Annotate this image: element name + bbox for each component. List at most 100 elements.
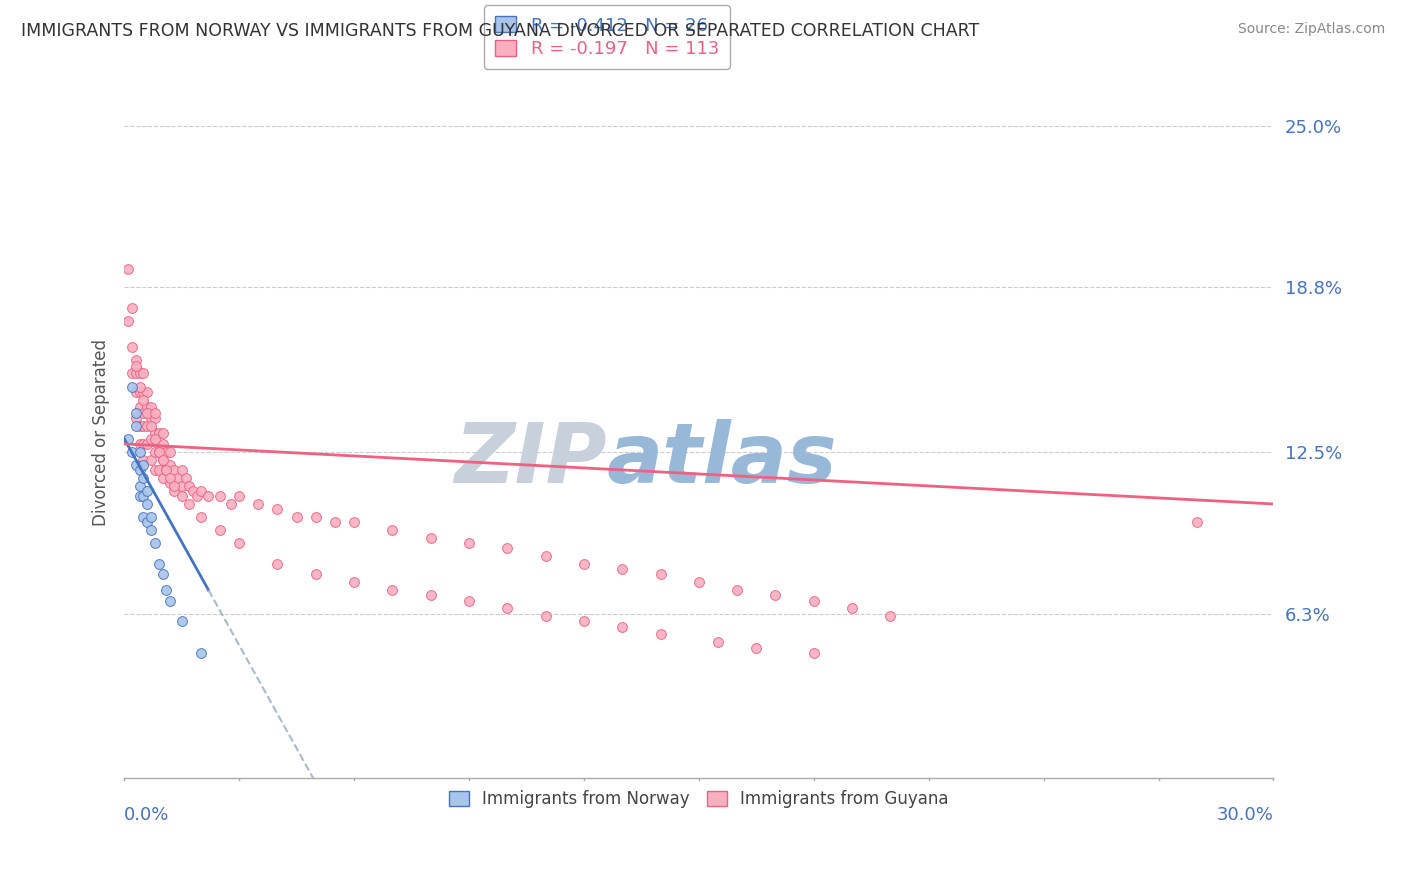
Point: [419, 531, 441, 545]
Point: [803, 593, 825, 607]
Point: [266, 502, 288, 516]
Point: [128, 379, 150, 393]
Point: [132, 458, 155, 472]
Point: [159, 444, 181, 458]
Point: [612, 562, 634, 576]
Point: [228, 489, 250, 503]
Point: [121, 367, 143, 381]
Point: [121, 444, 143, 458]
Point: [132, 471, 155, 485]
Point: [458, 536, 481, 550]
Point: [132, 418, 155, 433]
Point: [650, 627, 672, 641]
Point: [152, 471, 174, 485]
Point: [458, 593, 481, 607]
Point: [152, 426, 174, 441]
Point: [155, 463, 177, 477]
Y-axis label: Divorced or Separated: Divorced or Separated: [93, 339, 110, 525]
Point: [125, 458, 148, 472]
Point: [125, 359, 148, 373]
Point: [534, 609, 557, 624]
Point: [136, 483, 159, 498]
Point: [496, 601, 519, 615]
Point: [197, 489, 219, 503]
Point: [155, 463, 177, 477]
Point: [155, 444, 177, 458]
Point: [132, 384, 155, 399]
Point: [170, 615, 193, 629]
Point: [148, 426, 170, 441]
Point: [343, 515, 366, 529]
Point: [125, 367, 148, 381]
Text: Source: ZipAtlas.com: Source: ZipAtlas.com: [1237, 22, 1385, 37]
Point: [148, 463, 170, 477]
Point: [128, 463, 150, 477]
Point: [179, 478, 201, 492]
Point: [170, 489, 193, 503]
Point: [803, 646, 825, 660]
Point: [128, 384, 150, 399]
Point: [139, 432, 162, 446]
Point: [152, 452, 174, 467]
Point: [186, 489, 208, 503]
Point: [117, 432, 139, 446]
Point: [285, 510, 308, 524]
Point: [121, 379, 143, 393]
Point: [163, 483, 186, 498]
Point: [650, 567, 672, 582]
Point: [166, 471, 188, 485]
Point: [190, 483, 212, 498]
Point: [143, 536, 166, 550]
Point: [572, 615, 595, 629]
Point: [139, 452, 162, 467]
Point: [159, 593, 181, 607]
Point: [139, 510, 162, 524]
Point: [121, 340, 143, 354]
Point: [136, 515, 159, 529]
Point: [208, 489, 231, 503]
Point: [136, 384, 159, 399]
Point: [139, 410, 162, 425]
Point: [688, 575, 710, 590]
Point: [841, 601, 863, 615]
Point: [170, 463, 193, 477]
Point: [174, 471, 197, 485]
Point: [139, 523, 162, 537]
Point: [534, 549, 557, 563]
Point: [121, 301, 143, 316]
Point: [117, 262, 139, 277]
Point: [159, 471, 181, 485]
Point: [163, 478, 186, 492]
Point: [128, 401, 150, 415]
Point: [132, 452, 155, 467]
Point: [155, 583, 177, 598]
Point: [323, 515, 346, 529]
Point: [612, 619, 634, 633]
Point: [143, 444, 166, 458]
Point: [132, 367, 155, 381]
Point: [152, 437, 174, 451]
Point: [152, 567, 174, 582]
Point: [305, 567, 328, 582]
Point: [228, 536, 250, 550]
Point: [132, 406, 155, 420]
Point: [136, 497, 159, 511]
Point: [128, 478, 150, 492]
Point: [305, 510, 328, 524]
Point: [266, 557, 288, 571]
Point: [181, 483, 204, 498]
Point: [179, 497, 201, 511]
Point: [132, 489, 155, 503]
Text: IMMIGRANTS FROM NORWAY VS IMMIGRANTS FROM GUYANA DIVORCED OR SEPARATED CORRELATI: IMMIGRANTS FROM NORWAY VS IMMIGRANTS FRO…: [21, 22, 980, 40]
Point: [136, 401, 159, 415]
Point: [148, 444, 170, 458]
Point: [152, 452, 174, 467]
Point: [128, 437, 150, 451]
Point: [170, 478, 193, 492]
Point: [143, 426, 166, 441]
Text: 30.0%: 30.0%: [1216, 805, 1274, 823]
Point: [163, 463, 186, 477]
Point: [117, 314, 139, 328]
Point: [496, 541, 519, 556]
Point: [139, 418, 162, 433]
